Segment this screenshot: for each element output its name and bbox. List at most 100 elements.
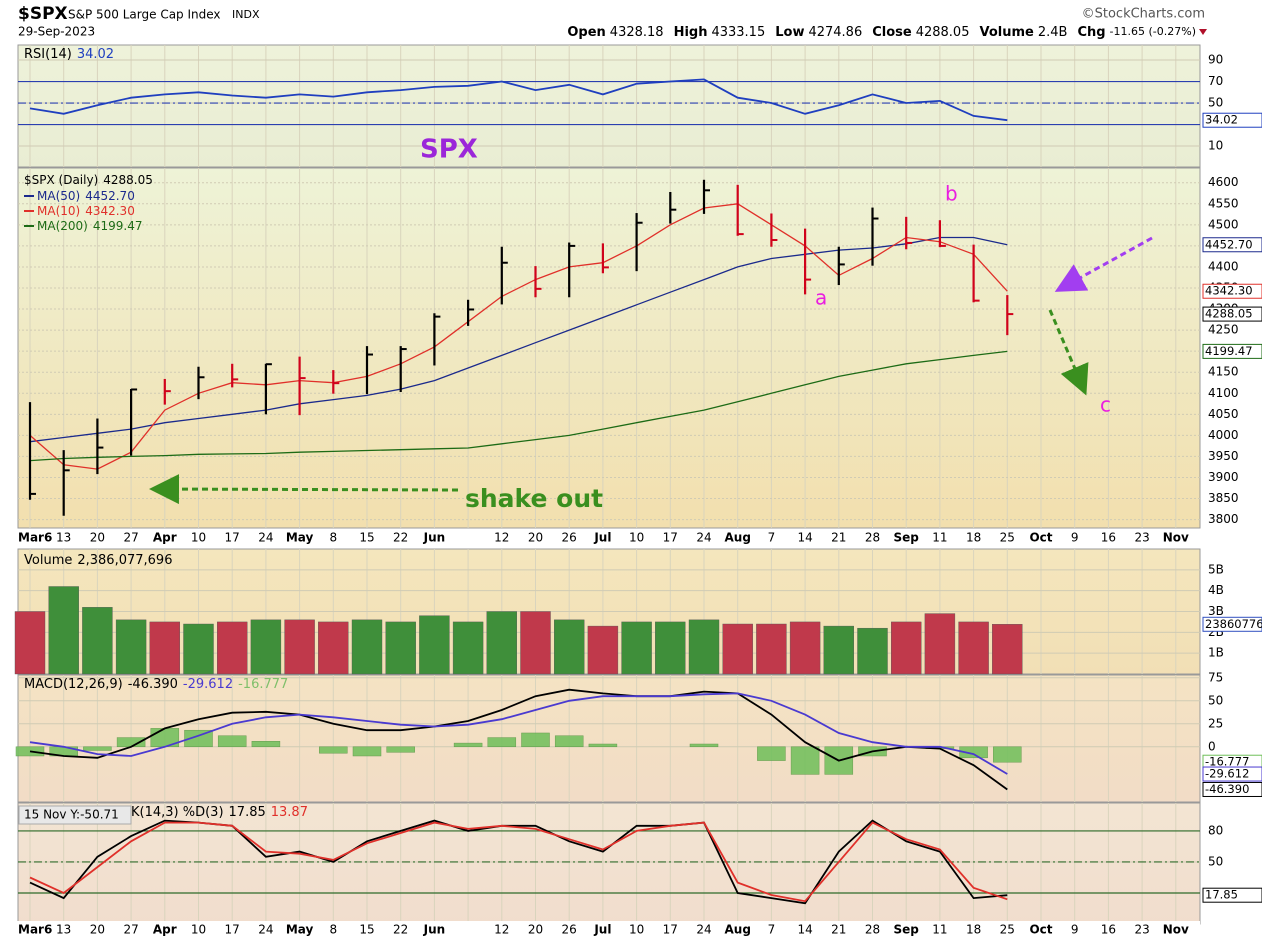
volume-bar bbox=[587, 625, 619, 675]
annotation: c bbox=[1100, 393, 1111, 417]
panel-title: RSI(14) 34.02 bbox=[24, 47, 114, 62]
volume-bar bbox=[789, 621, 821, 675]
series-line bbox=[29, 236, 1008, 443]
panel-title-name: Volume bbox=[24, 553, 72, 568]
value-badge bbox=[1202, 781, 1262, 797]
volume-bar bbox=[385, 621, 416, 675]
histogram-bar bbox=[487, 737, 517, 748]
x-tick-label: 18 bbox=[966, 531, 981, 545]
volume-bar bbox=[891, 621, 922, 675]
stat-value: -11.65 (-0.27%) bbox=[1110, 25, 1196, 38]
x-tick-label: 17 bbox=[663, 923, 678, 937]
x-tick-label: Sep bbox=[894, 531, 920, 545]
x-tick-label: 25 bbox=[1000, 923, 1015, 937]
stat-value: 4333.15 bbox=[711, 25, 765, 40]
histogram-bar bbox=[521, 732, 550, 748]
volume-bar bbox=[14, 611, 46, 675]
value-badge-text: -16.777 bbox=[1205, 755, 1249, 769]
histogram-bar bbox=[386, 746, 415, 753]
x-tick-label: 20 bbox=[528, 923, 543, 937]
y-tick-label: 90 bbox=[1208, 53, 1223, 67]
source: ©StockCharts.com bbox=[1082, 7, 1205, 22]
x-tick-label: 18 bbox=[966, 923, 981, 937]
histogram-bar bbox=[554, 735, 584, 748]
x-tick-label: Jun bbox=[423, 923, 446, 937]
x-tick-label: 9 bbox=[1071, 923, 1079, 937]
value-badge-text: 4342.30 bbox=[1205, 284, 1253, 298]
panel-title-value: 2,386,077,696 bbox=[77, 553, 172, 568]
x-tick-label: Aug bbox=[724, 531, 750, 545]
x-tick-label: 9 bbox=[1071, 531, 1079, 545]
x-tick-label: 27 bbox=[123, 923, 138, 937]
legend-value: 4342.30 bbox=[85, 204, 135, 218]
histogram-bar bbox=[453, 742, 483, 748]
x-tick-label: 22 bbox=[393, 531, 408, 545]
date: 29-Sep-2023 bbox=[18, 25, 95, 39]
legend-value: 4452.70 bbox=[85, 189, 135, 203]
panel-title-value: -29.612 bbox=[183, 677, 233, 692]
histogram-bar bbox=[217, 735, 247, 748]
series-line bbox=[29, 78, 1008, 122]
x-tick-label: Oct bbox=[1029, 923, 1052, 937]
histogram-bar bbox=[993, 746, 1022, 763]
y-tick-label: 4500 bbox=[1208, 217, 1239, 231]
annotation: shake out bbox=[465, 484, 603, 513]
x-tick-label: Jul bbox=[593, 923, 611, 937]
x-tick-label: Apr bbox=[153, 923, 177, 937]
stat-value: 2.4B bbox=[1038, 25, 1068, 40]
y-tick-label: 3800 bbox=[1208, 512, 1239, 526]
x-tick-label: 25 bbox=[1000, 531, 1015, 545]
arrow bbox=[1054, 236, 1153, 292]
x-tick-label: 22 bbox=[393, 923, 408, 937]
panel bbox=[17, 44, 1201, 168]
panel-title: K(14,3) %D(3) 17.85 13.87 bbox=[131, 805, 308, 820]
volume-bar bbox=[250, 619, 282, 675]
y-tick-label: 3B bbox=[1208, 604, 1224, 618]
volume-bar bbox=[655, 621, 686, 675]
panel bbox=[17, 802, 1201, 925]
volume-bar bbox=[419, 615, 450, 675]
series-line bbox=[29, 350, 1008, 462]
x-tick-label: 13 bbox=[56, 923, 71, 937]
volume-bar bbox=[958, 621, 989, 675]
x-tick-label: 7 bbox=[768, 531, 776, 545]
down-triangle bbox=[1199, 29, 1207, 35]
date-axis bbox=[0, 921, 1200, 939]
y-tick-label: 0 bbox=[1208, 739, 1216, 753]
x-tick-label: 24 bbox=[258, 923, 273, 937]
value-badge-text: -46.390 bbox=[1205, 782, 1249, 796]
y-tick-label: 4000 bbox=[1208, 428, 1239, 442]
cursor-box bbox=[18, 805, 132, 825]
x-tick-label: 10 bbox=[629, 531, 644, 545]
panel-title-name: RSI(14) bbox=[24, 47, 72, 62]
legend-entry: MA(200) 4199.47 bbox=[37, 219, 142, 233]
volume-bar bbox=[183, 623, 214, 675]
value-badge bbox=[1202, 306, 1262, 322]
value-badge bbox=[1202, 343, 1262, 359]
x-tick-label: 28 bbox=[865, 531, 880, 545]
volume-bar bbox=[823, 625, 854, 675]
legend-title: $SPX (Daily) 4288.05 bbox=[24, 173, 153, 187]
index-name: S&P 500 Large Cap Index bbox=[68, 8, 221, 22]
x-tick-label: 16 bbox=[1101, 923, 1116, 937]
histogram-bar bbox=[689, 743, 719, 748]
volume-bar bbox=[149, 621, 181, 675]
stat-label: Open bbox=[567, 25, 605, 40]
histogram-bar bbox=[319, 746, 348, 754]
x-tick-label: 16 bbox=[1101, 531, 1116, 545]
volume-bar bbox=[992, 624, 1023, 675]
value-badge bbox=[1202, 283, 1262, 299]
arrow bbox=[149, 474, 459, 505]
x-tick-label: Mar6 bbox=[18, 923, 52, 937]
volume-bar bbox=[284, 619, 315, 675]
x-tick-label: 17 bbox=[225, 923, 240, 937]
date-axis bbox=[0, 529, 1200, 547]
volume-bar bbox=[621, 621, 652, 675]
value-badge bbox=[1202, 616, 1262, 632]
annotation: SPX bbox=[420, 135, 478, 165]
y-tick-label: 50 bbox=[1208, 854, 1223, 868]
x-tick-label: 20 bbox=[90, 531, 105, 545]
histogram-bar bbox=[15, 746, 45, 757]
series-line bbox=[29, 688, 1008, 791]
y-tick-label: 10 bbox=[1208, 139, 1223, 153]
